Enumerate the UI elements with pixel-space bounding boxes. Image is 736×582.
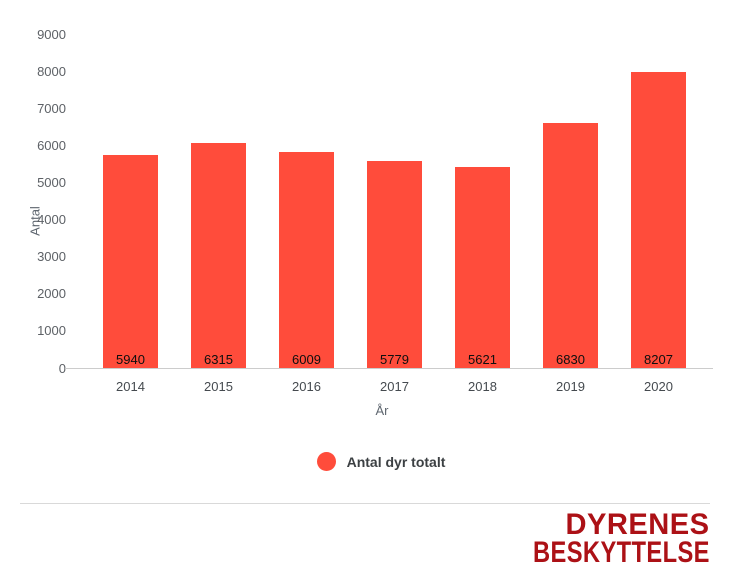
bar-value-label: 6315	[204, 352, 233, 367]
bar-2016[interactable]: 6009	[279, 152, 334, 368]
bar-value-label: 6009	[292, 352, 321, 367]
x-axis-title: År	[375, 403, 389, 418]
y-axis-tick-label: 7000	[37, 100, 66, 116]
brand-logo-line1: DYRENES	[565, 508, 710, 541]
x-axis-baseline	[65, 368, 713, 369]
bar-value-label: 5621	[468, 352, 497, 367]
bar-2014[interactable]: 5940	[103, 154, 158, 368]
x-axis-category-label-2017: 2017	[380, 379, 409, 394]
bar-value-label: 6830	[556, 352, 585, 367]
y-axis-tick-label: 2000	[37, 286, 66, 302]
y-axis-tick-label: 4000	[37, 212, 66, 228]
legend-label: Antal dyr totalt	[346, 453, 446, 470]
footer-divider	[20, 503, 710, 504]
bar-2017[interactable]: 5779	[367, 160, 422, 368]
brand-logo: DYRENES BESKYTTELSE	[486, 508, 710, 569]
legend-circle-icon	[316, 452, 336, 471]
x-axis-category-label-2016: 2016	[292, 379, 321, 394]
bar-value-label: 5779	[380, 352, 409, 367]
y-axis-tick-label: 3000	[37, 249, 66, 265]
y-axis-tick-label: 9000	[37, 26, 66, 42]
bar-2015[interactable]: 6315	[191, 142, 246, 368]
y-axis-tick-label: 1000	[37, 323, 66, 339]
bar-2018[interactable]: 5621	[455, 166, 510, 368]
y-axis-tick-label: 0	[58, 360, 66, 376]
plot-area: 0 1000 2000 3000 4000 5000 6000 7000 8000 9000 59…	[37, 27, 713, 394]
y-axis-tick-label: 5000	[37, 174, 66, 190]
legend: Antal dyr totalt	[0, 452, 736, 471]
x-axis-category-label-2014: 2014	[116, 379, 145, 394]
x-axis-category-label-2018: 2018	[468, 379, 497, 394]
x-axis-category-label-2020: 2020	[644, 379, 673, 394]
y-axis-tick-label: 8000	[37, 63, 66, 79]
brand-logo-line2: BESKYTTELSE	[533, 536, 710, 569]
bar-2020[interactable]: 8207	[631, 71, 686, 368]
x-axis-category-label-2019: 2019	[556, 379, 585, 394]
x-axis-category-label-2015: 2015	[204, 379, 233, 394]
bar-value-label: 5940	[116, 352, 145, 367]
bar-2019[interactable]: 6830	[543, 123, 598, 368]
bar-value-label: 8207	[644, 352, 673, 367]
y-axis-tick-label: 6000	[37, 137, 66, 153]
